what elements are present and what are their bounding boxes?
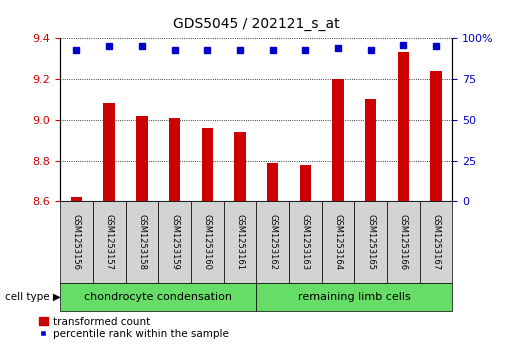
Text: GSM1253167: GSM1253167: [431, 214, 440, 270]
Text: GSM1253162: GSM1253162: [268, 214, 277, 270]
Text: GSM1253156: GSM1253156: [72, 214, 81, 270]
Bar: [300, 165, 311, 201]
Bar: [201, 128, 213, 201]
Legend: transformed count, percentile rank within the sample: transformed count, percentile rank withi…: [39, 317, 229, 339]
Text: GSM1253166: GSM1253166: [399, 214, 408, 270]
Text: GSM1253160: GSM1253160: [203, 214, 212, 270]
Text: GSM1253164: GSM1253164: [334, 214, 343, 270]
Bar: [430, 71, 442, 201]
Bar: [332, 79, 344, 201]
Text: chondrocyte condensation: chondrocyte condensation: [84, 292, 232, 302]
Text: remaining limb cells: remaining limb cells: [298, 292, 411, 302]
Text: GSM1253163: GSM1253163: [301, 214, 310, 270]
Bar: [397, 52, 409, 201]
Bar: [365, 99, 377, 201]
Bar: [234, 132, 246, 201]
Bar: [136, 116, 147, 201]
Bar: [104, 103, 115, 201]
Text: GSM1253159: GSM1253159: [170, 215, 179, 270]
Text: GSM1253157: GSM1253157: [105, 214, 113, 270]
Bar: [71, 197, 82, 201]
Bar: [169, 118, 180, 201]
Text: GSM1253165: GSM1253165: [366, 214, 375, 270]
Text: GDS5045 / 202121_s_at: GDS5045 / 202121_s_at: [173, 17, 339, 31]
Text: GSM1253161: GSM1253161: [235, 214, 244, 270]
Bar: [267, 163, 278, 201]
Text: cell type ▶: cell type ▶: [5, 292, 61, 302]
Text: GSM1253158: GSM1253158: [138, 214, 146, 270]
